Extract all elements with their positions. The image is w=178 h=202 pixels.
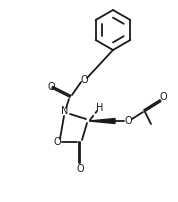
Text: O: O xyxy=(47,82,55,92)
Text: H: H xyxy=(96,103,104,113)
Text: O: O xyxy=(76,164,84,174)
Text: O: O xyxy=(124,116,132,126)
Polygon shape xyxy=(89,119,115,123)
Text: N: N xyxy=(61,106,69,116)
Text: O: O xyxy=(53,137,61,147)
Text: O: O xyxy=(159,92,167,102)
Text: O: O xyxy=(80,75,88,85)
